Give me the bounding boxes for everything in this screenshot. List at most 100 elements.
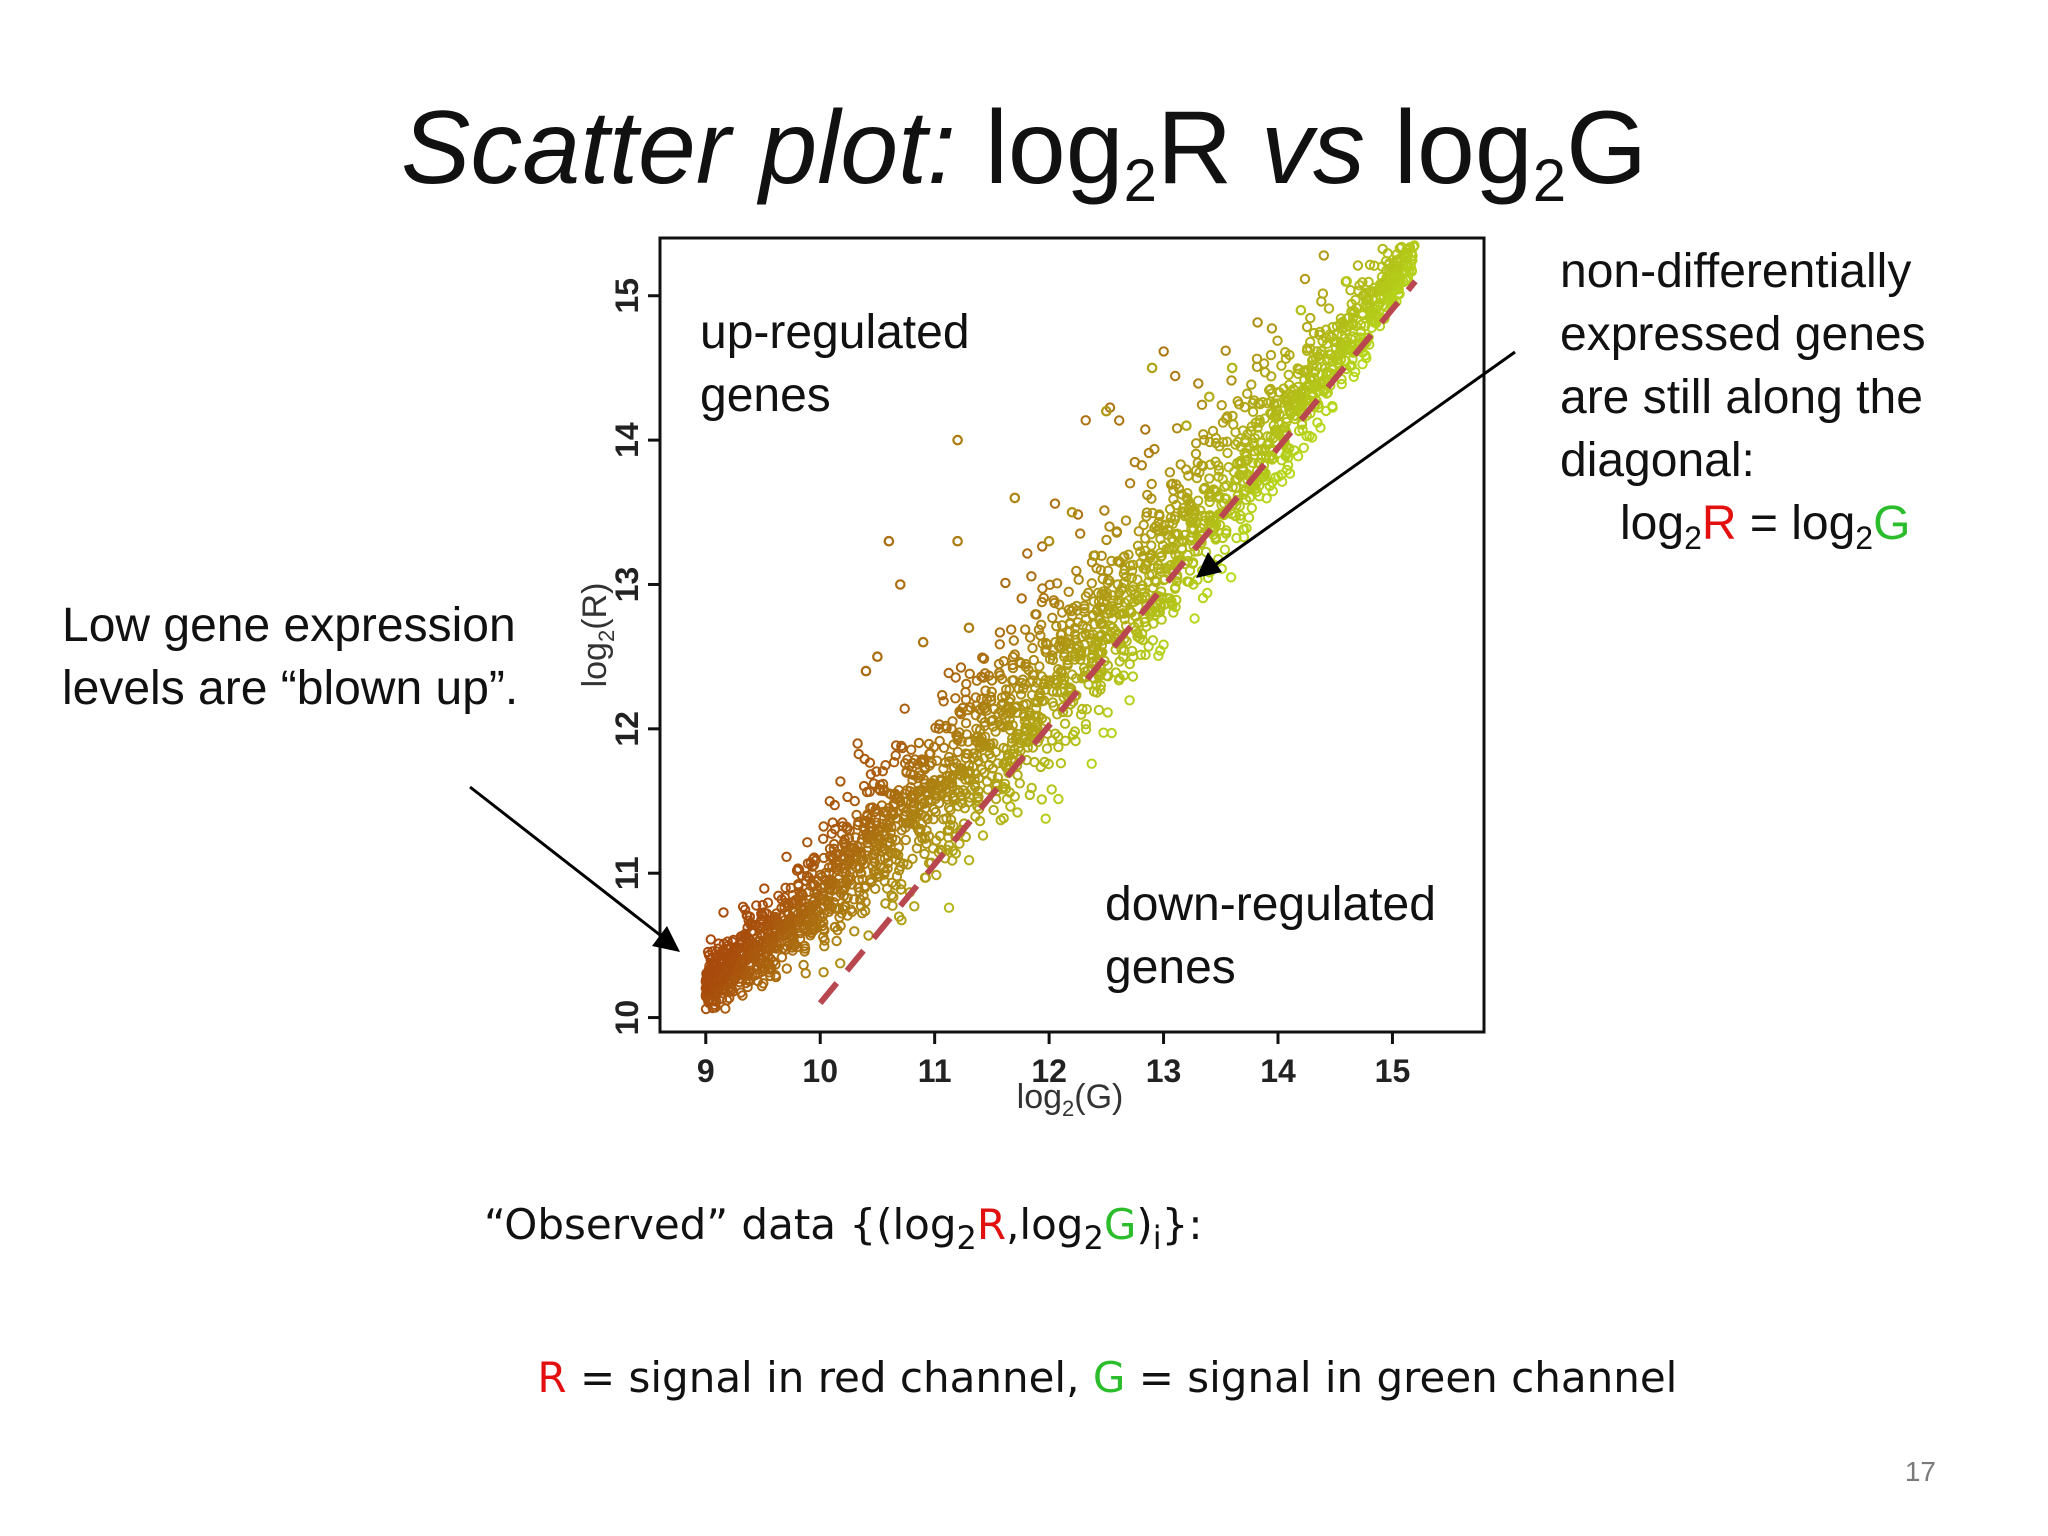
scatter-point bbox=[718, 938, 730, 949]
x-tick-label: 14 bbox=[1260, 1053, 1296, 1089]
y-tick-label: 14 bbox=[609, 422, 645, 458]
scatter-point bbox=[1153, 650, 1164, 661]
scatter-point bbox=[1239, 402, 1251, 413]
scatter-point bbox=[1013, 683, 1024, 694]
scatter-point bbox=[1006, 753, 1017, 765]
scatter-point bbox=[1327, 355, 1339, 367]
scatter-point bbox=[937, 690, 948, 701]
scatter-point bbox=[1343, 343, 1354, 354]
scatter-point bbox=[1166, 598, 1177, 609]
scatter-point bbox=[1230, 510, 1241, 522]
scatter-point bbox=[1320, 405, 1332, 417]
scatter-point bbox=[1282, 452, 1294, 463]
scatter-point bbox=[1047, 612, 1058, 623]
scatter-point bbox=[1098, 727, 1109, 738]
scatter-point bbox=[1138, 519, 1149, 531]
scatter-point bbox=[1265, 349, 1277, 361]
scatter-point bbox=[950, 672, 961, 683]
scatter-point bbox=[803, 872, 814, 883]
scatter-point bbox=[871, 766, 882, 777]
scatter-point bbox=[829, 921, 841, 933]
title-sub-r: 2 bbox=[1123, 147, 1157, 214]
scatter-point bbox=[931, 869, 942, 881]
scatter-point bbox=[1096, 550, 1107, 561]
scatter-point bbox=[1164, 467, 1176, 478]
scatter-point bbox=[1140, 591, 1151, 602]
scatter-point bbox=[1037, 541, 1048, 552]
scatter-point bbox=[1019, 624, 1031, 635]
scatter-point bbox=[976, 713, 987, 724]
scatter-point bbox=[1273, 386, 1284, 398]
scatter-point bbox=[720, 1003, 731, 1014]
scatter-point bbox=[866, 833, 877, 844]
scatter-point bbox=[869, 806, 880, 818]
scatter-point bbox=[1124, 478, 1136, 489]
scatter-point bbox=[972, 792, 983, 804]
scatter-points bbox=[700, 240, 1420, 1015]
arrow-line-low bbox=[469, 785, 661, 937]
scatter-point bbox=[938, 696, 949, 707]
up-regulated-label: up-regulated genes bbox=[700, 301, 970, 427]
scatter-point bbox=[896, 879, 907, 890]
scatter-point bbox=[1293, 425, 1305, 437]
scatter-point bbox=[1310, 379, 1322, 390]
y-tick-label: 10 bbox=[609, 1000, 645, 1036]
scatter-point bbox=[858, 854, 869, 865]
scatter-point bbox=[1147, 635, 1159, 646]
scatter-point bbox=[849, 926, 860, 937]
scatter-point bbox=[950, 693, 961, 704]
scatter-point bbox=[879, 866, 891, 877]
scatter-point bbox=[747, 947, 759, 958]
scatter-point bbox=[1194, 467, 1205, 478]
scatter-point bbox=[1152, 559, 1164, 571]
scatter-point bbox=[739, 941, 751, 952]
outlier-point bbox=[1009, 492, 1021, 504]
scatter-point bbox=[1368, 306, 1379, 317]
x-tick-label: 15 bbox=[1375, 1053, 1411, 1089]
scatter-point bbox=[882, 883, 893, 894]
scatter-point bbox=[852, 841, 863, 852]
scatter-point bbox=[1012, 769, 1023, 781]
scatter-point bbox=[1186, 531, 1198, 543]
scatter-point bbox=[1124, 658, 1136, 670]
scatter-point bbox=[1178, 536, 1190, 547]
scatter-point bbox=[906, 744, 917, 755]
scatter-point bbox=[1095, 618, 1106, 629]
scatter-point bbox=[1008, 635, 1019, 646]
scatter-point bbox=[1021, 719, 1033, 730]
scatter-point bbox=[783, 918, 794, 929]
scatter-point bbox=[819, 941, 830, 952]
scatter-point bbox=[1052, 709, 1063, 720]
up-regulated-line1: up-regulated bbox=[700, 306, 970, 359]
scatter-point bbox=[1015, 658, 1027, 669]
scatter-point bbox=[1007, 720, 1018, 731]
outlier-point bbox=[883, 535, 895, 547]
scatter-point bbox=[1352, 260, 1364, 271]
scatter-point bbox=[879, 829, 890, 840]
scatter-point bbox=[1040, 644, 1051, 655]
scatter-point bbox=[744, 967, 755, 978]
scatter-point bbox=[1235, 469, 1246, 481]
scatter-point bbox=[955, 791, 966, 802]
scatter-point bbox=[803, 886, 815, 897]
scatter-point bbox=[1364, 298, 1375, 309]
scatter-point bbox=[976, 671, 987, 682]
scatter-point bbox=[1301, 321, 1313, 333]
scatter-point bbox=[818, 852, 829, 864]
scatter-point bbox=[807, 914, 819, 925]
outlier-point bbox=[894, 579, 906, 590]
scatter-point bbox=[709, 986, 721, 997]
scatter-point bbox=[905, 797, 917, 808]
diagonal-line bbox=[817, 279, 1418, 1006]
scatter-point bbox=[986, 675, 998, 686]
title-vs: vs bbox=[1261, 90, 1366, 206]
outlier-point bbox=[1204, 391, 1215, 403]
scatter-point bbox=[1158, 639, 1169, 650]
scatter-point bbox=[1305, 336, 1316, 348]
scatter-point bbox=[1053, 741, 1064, 753]
scatter-point bbox=[1261, 493, 1272, 504]
scatter-point bbox=[1315, 422, 1326, 433]
scatter-point bbox=[1210, 432, 1222, 444]
scatter-point bbox=[1246, 502, 1258, 514]
scatter-point bbox=[1307, 360, 1318, 371]
